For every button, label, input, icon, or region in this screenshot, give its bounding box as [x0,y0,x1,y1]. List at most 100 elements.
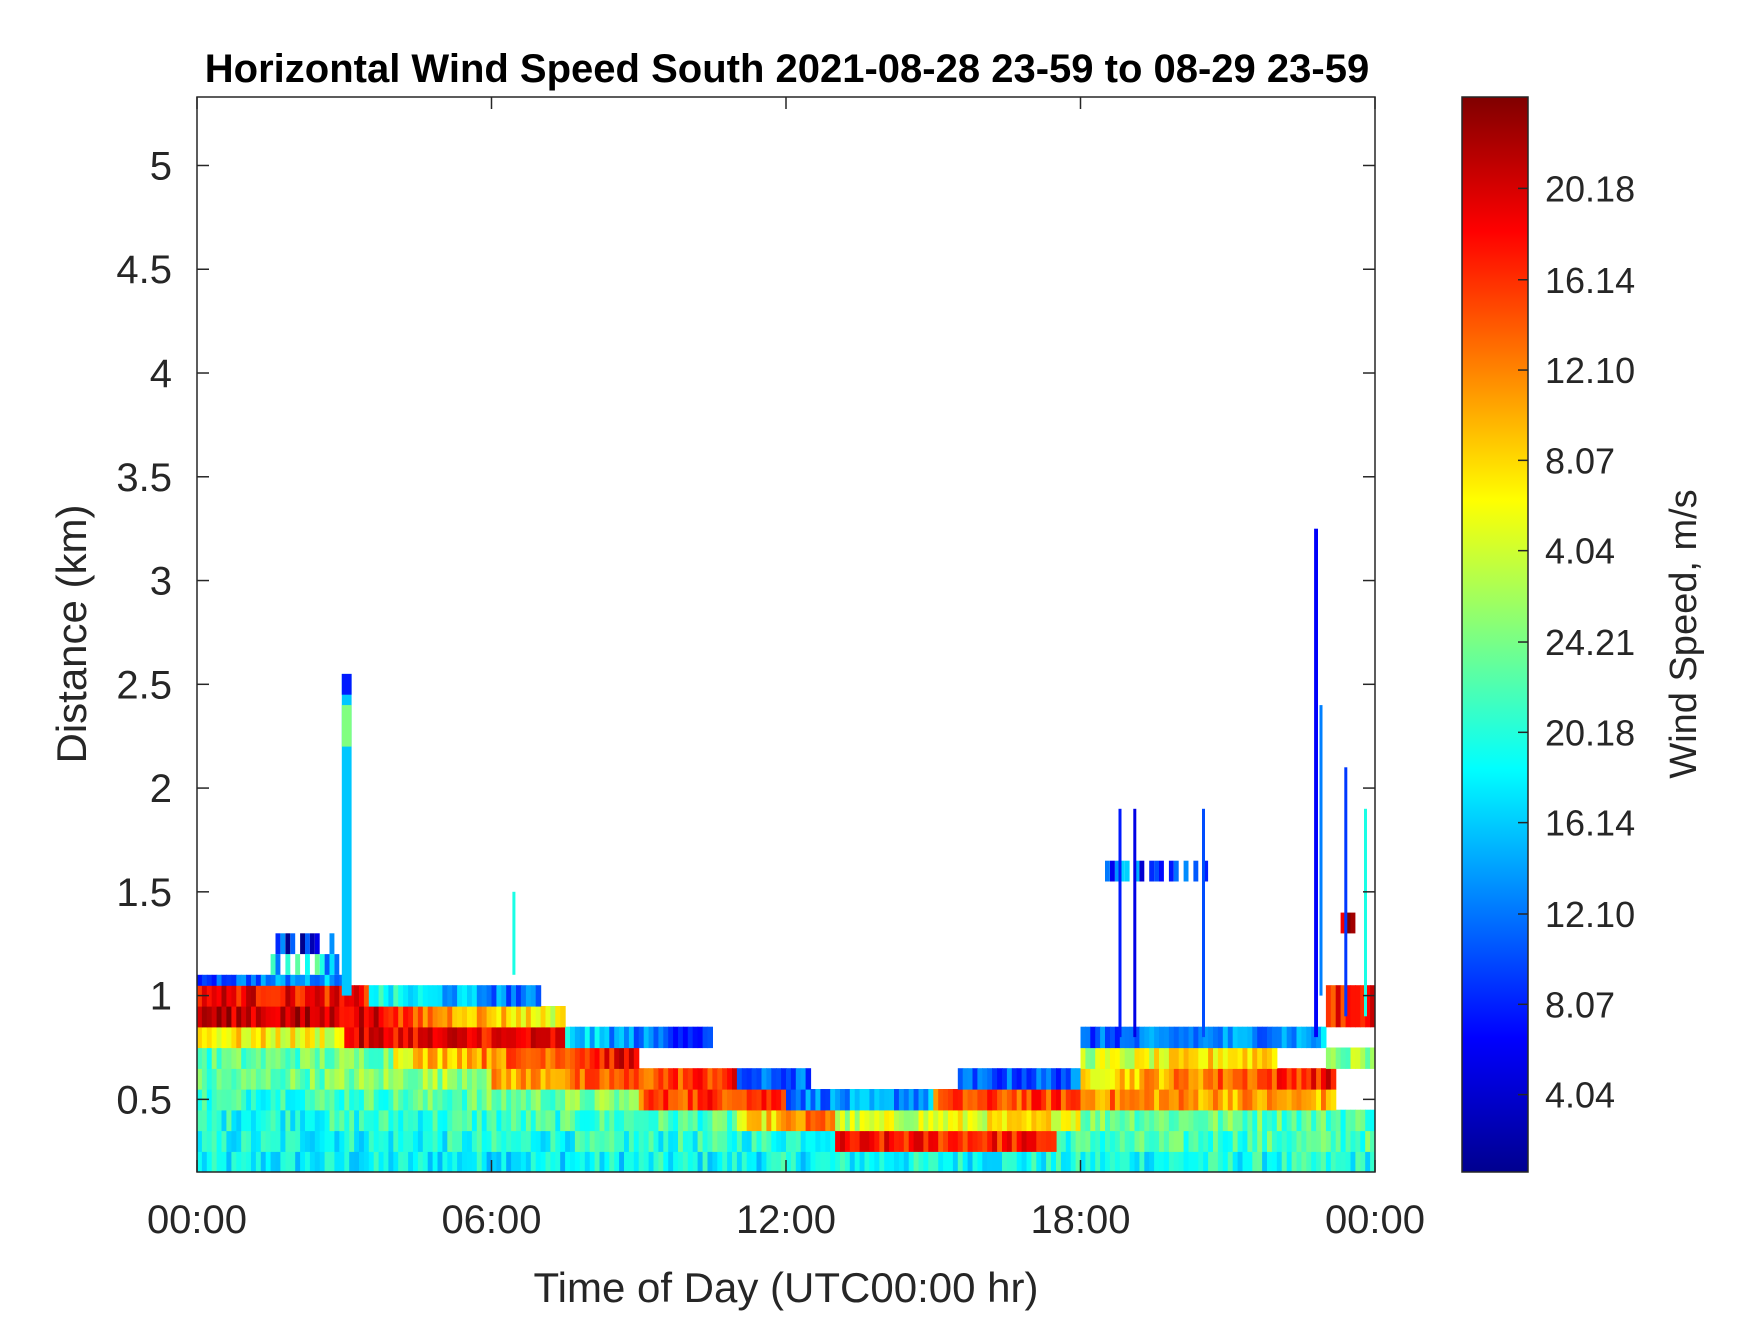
y-tick-label: 2 [150,767,172,811]
heatmap-cell [319,974,326,986]
heatmap-cell [354,1047,360,1069]
heatmap-cell [1110,1047,1116,1069]
heatmap-cell [442,1047,448,1069]
heatmap-cell [251,1130,257,1152]
heatmap-cell [810,1109,816,1132]
heatmap-cell [383,1026,389,1049]
heatmap-cell [295,1006,301,1028]
heatmap-cell [275,974,281,986]
heatmap-cell [766,1109,772,1132]
heatmap-cell [805,1151,812,1172]
heatmap-layer [393,1047,640,1069]
heatmap-cell [476,1026,483,1049]
heatmap-cell [300,1068,306,1090]
heatmap-cell [599,1151,605,1172]
heatmap-cell [776,1130,782,1152]
heatmap-cell [427,1089,434,1111]
heatmap-cell [962,1089,969,1111]
heatmap-cell [1330,1130,1337,1152]
heatmap-cell [300,1006,306,1028]
heatmap-cell [1316,1151,1322,1172]
heatmap-cell [1124,1109,1131,1132]
heatmap-cell [1154,1109,1160,1132]
heatmap-cell [1340,1109,1347,1132]
heatmap-cell [1178,1151,1185,1172]
heatmap-spike [1314,528,1318,1038]
heatmap-cell [359,1006,365,1028]
heatmap-cell [967,1109,974,1132]
heatmap-cell [579,1047,586,1069]
heatmap-cell [300,1026,306,1049]
heatmap-cell [820,1130,826,1152]
heatmap-cell [682,1068,689,1090]
heatmap-cell [339,1151,345,1172]
heatmap-cell [1011,1130,1018,1152]
heatmap-cell [255,1109,262,1132]
heatmap-cell [574,1151,581,1172]
heatmap-cell [643,1130,650,1152]
heatmap-cell [447,1151,453,1172]
heatmap-cell [751,1089,758,1111]
heatmap-cell [1262,1151,1268,1172]
heatmap-cell [830,1109,836,1132]
heatmap-cell [1345,912,1351,934]
heatmap-cell [633,1089,640,1111]
heatmap-cell [1198,1026,1204,1049]
heatmap-cell [1296,1109,1302,1132]
heatmap-cell [1301,1089,1307,1111]
heatmap-cell [1144,1089,1150,1111]
heatmap-cell [614,1047,620,1069]
heatmap-cell [1105,1130,1111,1152]
heatmap-cell [1011,1109,1018,1132]
heatmap-cell [1026,1130,1032,1152]
heatmap-cell [1129,1089,1136,1111]
heatmap-cell [1119,1151,1126,1172]
heatmap-cell [393,985,399,1007]
heatmap-cell [722,1068,728,1090]
heatmap-cell [825,1109,831,1132]
heatmap-cell [756,1109,762,1132]
heatmap-cell [1124,1089,1131,1111]
heatmap-cell [1090,1068,1096,1090]
heatmap-cell [471,985,478,1007]
heatmap-cell [1178,1109,1185,1132]
heatmap-cell [1110,1068,1116,1090]
heatmap-cell [1016,1089,1023,1111]
heatmap-cell [673,1151,679,1172]
heatmap-cell [962,1068,969,1090]
heatmap-cell [334,1047,340,1069]
heatmap-cell [506,1151,512,1172]
heatmap-cell [398,1109,404,1132]
heatmap-cell [221,974,227,986]
heatmap-cell [1051,1089,1057,1111]
heatmap-cell [609,1068,615,1090]
heatmap-cell [241,1151,247,1172]
heatmap-cell [1213,1089,1219,1111]
heatmap-cell [486,1047,493,1069]
heatmap-cell [1198,1151,1204,1172]
heatmap-cell [354,1089,360,1111]
heatmap-cell [1159,1151,1165,1172]
heatmap-cell [1330,1109,1337,1132]
heatmap-cell [1217,1089,1224,1111]
heatmap-cell [619,1047,625,1069]
heatmap-cell [614,1026,620,1049]
heatmap-cell [1232,1089,1239,1111]
heatmap-cell [702,1026,709,1049]
heatmap-cell [1222,1047,1229,1069]
heatmap-cell [1129,1026,1136,1049]
heatmap-cell [815,1130,821,1152]
heatmap-cell [781,1089,787,1111]
heatmap-cell [260,1026,267,1049]
heatmap-cell [1006,1130,1013,1152]
heatmap-cell [908,1089,915,1111]
heatmap-cell [1119,1068,1126,1090]
heatmap-cell [781,1068,787,1090]
heatmap-cell [481,1130,488,1152]
heatmap-cell [344,1026,350,1049]
heatmap-cell [1090,1151,1096,1172]
heatmap-cell [579,1151,586,1172]
heatmap-cell [260,1089,267,1111]
heatmap-cell [668,1109,674,1132]
heatmap-cell [1276,1151,1283,1172]
